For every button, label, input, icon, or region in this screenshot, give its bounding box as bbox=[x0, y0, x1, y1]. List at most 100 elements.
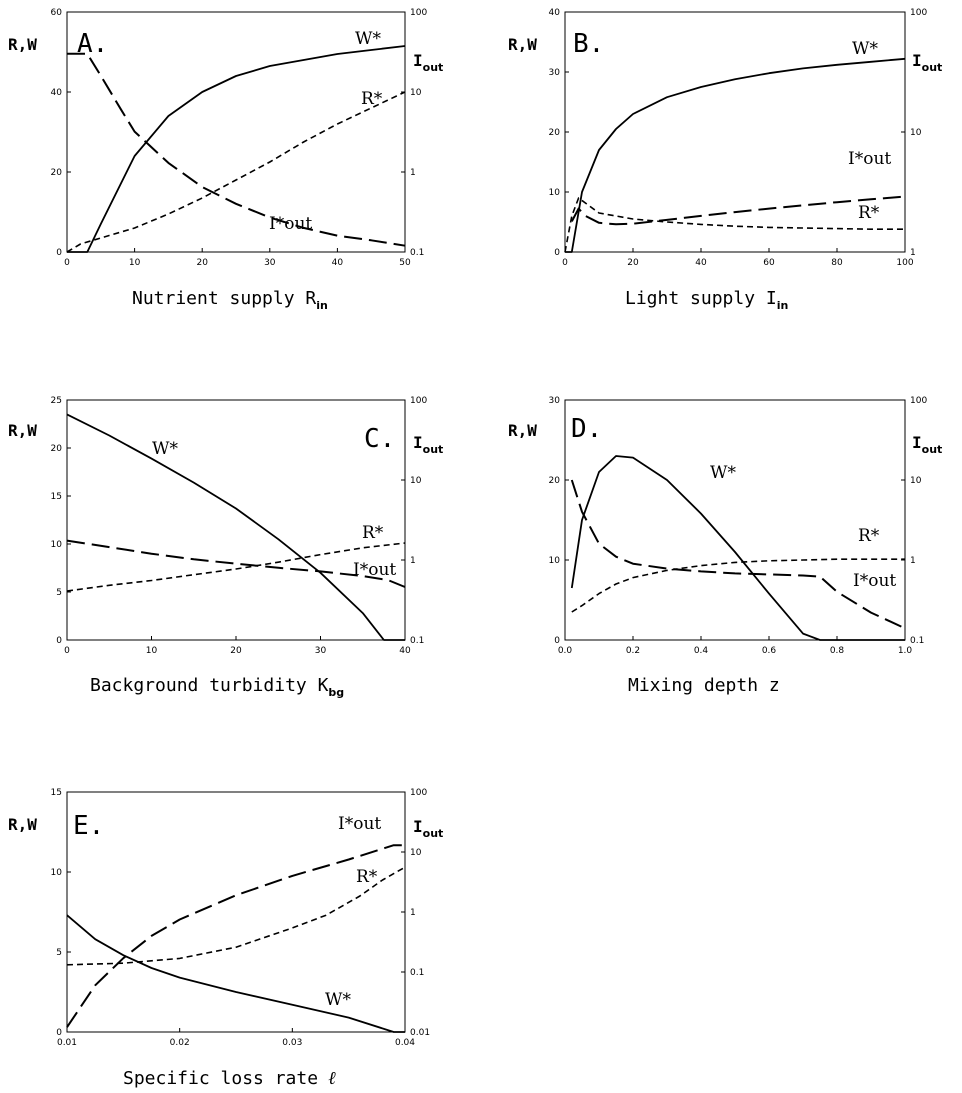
r-star-label: R* bbox=[858, 203, 880, 223]
y-left-tick-label: 40 bbox=[549, 8, 561, 18]
x-tick-label: 40 bbox=[695, 258, 707, 268]
series-w-star-line bbox=[67, 45, 406, 253]
x-tick-label: 0.02 bbox=[170, 1038, 190, 1048]
y-left-tick-label: 10 bbox=[51, 868, 63, 878]
x-axis-label: Nutrient supply Rin bbox=[132, 288, 328, 312]
x-tick-label: 0 bbox=[562, 258, 568, 268]
y-left-tick-label: 25 bbox=[51, 396, 62, 406]
w-star-label: W* bbox=[355, 29, 381, 49]
i-out-star-label: I*out bbox=[848, 149, 891, 169]
y-left-tick-label: 5 bbox=[56, 588, 62, 598]
plot-frame bbox=[66, 11, 406, 253]
y-right-tick-label: 100 bbox=[910, 8, 927, 18]
x-tick-label: 80 bbox=[831, 258, 843, 268]
y-left-tick-label: 10 bbox=[549, 556, 561, 566]
y-left-tick-label: 40 bbox=[51, 88, 63, 98]
y-right-tick-label: 0.1 bbox=[410, 968, 424, 978]
r-star-label: R* bbox=[361, 89, 383, 109]
y-right-tick-label: 1 bbox=[910, 556, 916, 566]
y-right-tick-label: 10 bbox=[910, 476, 922, 486]
y-right-tick-label: 1 bbox=[410, 556, 416, 566]
x-axis-label: Mixing depth z bbox=[628, 675, 780, 696]
y-left-tick-label: 5 bbox=[56, 948, 62, 958]
y-right-tick-label: 10 bbox=[410, 88, 422, 98]
y-left-tick-label: 30 bbox=[549, 68, 561, 78]
y-right-tick-label: 100 bbox=[410, 396, 427, 406]
y-left-tick-label: 20 bbox=[51, 444, 63, 454]
y-left-tick-label: 15 bbox=[51, 788, 62, 798]
series-i-starout-line bbox=[67, 52, 406, 247]
y-left-tick-label: 30 bbox=[549, 396, 561, 406]
i-out-star-label: I*out bbox=[269, 214, 312, 234]
y-right-label: Iout bbox=[413, 51, 443, 74]
r-star-label: R* bbox=[858, 526, 880, 546]
x-tick-label: 10 bbox=[129, 258, 141, 268]
w-star-label: W* bbox=[852, 39, 878, 59]
x-tick-label: 0.6 bbox=[762, 646, 777, 656]
r-star-label: R* bbox=[362, 523, 384, 543]
series-r-star-line bbox=[66, 91, 406, 253]
y-left-tick-label: 20 bbox=[549, 476, 561, 486]
y-right-tick-label: 0.1 bbox=[910, 636, 924, 646]
series-w-star-line bbox=[66, 914, 405, 1033]
x-tick-label: 10 bbox=[146, 646, 158, 656]
x-tick-label: 20 bbox=[627, 258, 639, 268]
y-right-tick-label: 100 bbox=[410, 788, 427, 798]
series-r-star-line bbox=[571, 558, 905, 613]
y-right-label: Iout bbox=[413, 817, 443, 840]
x-tick-label: 0.03 bbox=[282, 1038, 302, 1048]
y-left-tick-label: 10 bbox=[549, 188, 561, 198]
series-r-star-line bbox=[66, 542, 406, 592]
y-right-tick-label: 1 bbox=[410, 168, 416, 178]
y-right-tick-label: 10 bbox=[410, 476, 422, 486]
y-left-tick-label: 20 bbox=[51, 168, 63, 178]
i-out-star-label: I*out bbox=[353, 560, 396, 580]
x-tick-label: 0.8 bbox=[830, 646, 845, 656]
y-right-label: Iout bbox=[912, 51, 942, 74]
panel-label: D. bbox=[571, 414, 602, 444]
y-left-label: R,W bbox=[8, 35, 37, 54]
x-tick-label: 0 bbox=[64, 646, 70, 656]
x-tick-label: 100 bbox=[896, 258, 913, 268]
y-left-tick-label: 0 bbox=[56, 636, 62, 646]
x-tick-label: 40 bbox=[332, 258, 344, 268]
panel-label: C. bbox=[364, 424, 395, 454]
w-star-label: W* bbox=[152, 439, 178, 459]
y-right-tick-label: 100 bbox=[410, 8, 427, 18]
series-i-starout-line bbox=[570, 479, 906, 630]
r-star-label: R* bbox=[356, 867, 378, 887]
x-axis-label: Background turbidity Kbg bbox=[90, 675, 344, 699]
x-axis-label: Specific loss rate ℓ bbox=[123, 1068, 336, 1089]
y-left-tick-label: 0 bbox=[554, 248, 560, 258]
series-w-star-line bbox=[66, 413, 405, 641]
panel-d: 0.0 0.2 0.4 0.6 0.8 1.0 0 10 20 30 0.1 1 10 100 R,W D… bbox=[508, 396, 942, 696]
x-tick-label: 0.2 bbox=[626, 646, 640, 656]
x-axis-label: Light supply Iin bbox=[625, 288, 788, 312]
x-tick-label: 0.4 bbox=[694, 646, 709, 656]
series-i-starout-line bbox=[66, 844, 405, 1028]
series-i-starout-line bbox=[66, 539, 406, 588]
x-tick-label: 30 bbox=[315, 646, 327, 656]
y-right-label: Iout bbox=[912, 433, 942, 456]
x-tick-label: 20 bbox=[230, 646, 242, 656]
i-out-star-label: I*out bbox=[853, 571, 896, 591]
series-w-star-line bbox=[565, 57, 906, 253]
i-out-star-label: I*out bbox=[338, 814, 381, 834]
y-right-label: Iout bbox=[413, 433, 443, 456]
y-right-tick-label: 1 bbox=[910, 248, 916, 258]
series-r-star-line bbox=[564, 197, 905, 253]
y-right-tick-label: 0.1 bbox=[410, 636, 424, 646]
x-tick-label: 0.0 bbox=[558, 646, 573, 656]
y-left-tick-label: 0 bbox=[56, 248, 62, 258]
w-star-label: W* bbox=[325, 990, 351, 1010]
x-tick-label: 40 bbox=[399, 646, 411, 656]
y-right-tick-label: 0.1 bbox=[410, 248, 424, 258]
panel-label: B. bbox=[573, 29, 604, 59]
y-left-tick-label: 60 bbox=[51, 8, 63, 18]
x-tick-label: 0 bbox=[64, 258, 70, 268]
y-left-tick-label: 10 bbox=[51, 540, 63, 550]
